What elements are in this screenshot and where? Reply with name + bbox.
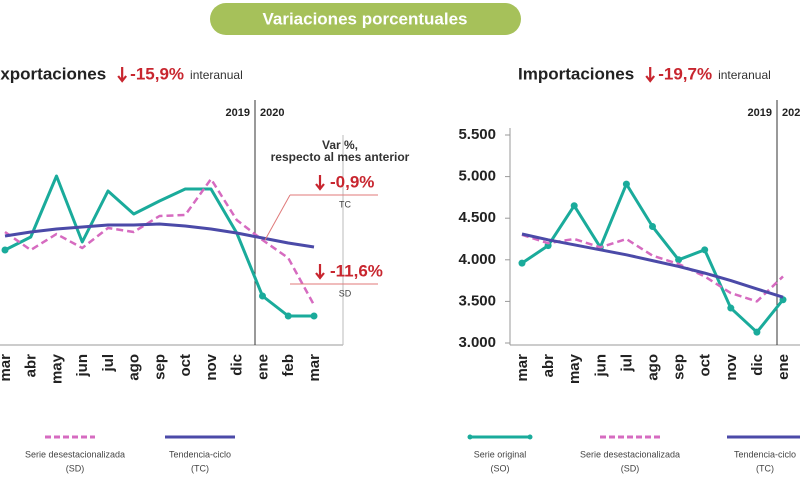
down-arrow [315,175,325,191]
x-tick-label: oct [697,354,714,377]
x-tick-label: mar [514,354,531,382]
series-line [4,222,315,249]
x-tick-label: ene [775,354,792,380]
x-tick-label: may [566,353,583,384]
legend-dot [467,434,473,440]
legend-code: (SD) [621,463,640,473]
annotation-rule [264,194,291,241]
series-line [521,182,785,334]
legend-label: Tendencia-ciclo [734,449,796,459]
series-point [518,259,526,267]
y-tick-label: 3.500 [458,292,496,309]
annotation-series: TC [339,199,351,209]
series-point [675,256,683,264]
year-label: 2020 [260,107,284,119]
x-tick-label: dic [229,354,246,376]
x-tick-label: sep [671,354,688,380]
change-label: -15,9% [130,64,184,83]
x-tick-label: nov [723,353,740,380]
x-tick-label: jun [592,354,609,378]
year-label: 2019 [748,107,772,119]
x-tick-label: mar [0,354,14,382]
note-line: Var %, [322,138,358,152]
legend-code: (SD) [66,463,85,473]
y-tick-label: 4.500 [458,209,496,226]
series-point [701,246,709,254]
x-tick-label: abr [23,354,40,378]
series-line [521,233,784,303]
x-tick-label: nov [203,353,220,380]
year-label: 2020 [782,107,800,119]
x-tick-label: jun [74,354,91,378]
series-point [727,304,735,312]
y-tick-label: 5.000 [458,168,496,185]
series-point [753,328,761,336]
y-tick-label: 5.500 [458,126,496,143]
legend-code: (TC) [191,463,209,473]
year-label: 2019 [226,107,250,119]
banner-title: Variaciones porcentuales [262,9,467,28]
series-line [4,177,316,306]
series-point [284,312,292,320]
series-line [521,232,784,299]
series-point [570,202,578,210]
down-arrow [645,67,656,83]
y-tick-label: 4.000 [458,251,496,268]
x-tick-label: jul [100,354,117,373]
x-tick-label: may [48,353,65,384]
x-tick-label: oct [177,354,194,377]
change-note: interanual [718,68,771,82]
series-point [310,312,318,320]
x-tick-label: ene [254,354,271,380]
legend-code: (TC) [756,463,774,473]
x-tick-label: sep [151,354,168,380]
change-label: -19,7% [658,64,712,83]
annotation-series: SD [339,288,352,298]
legend-label: Serie desestacionalizada [25,449,125,459]
series-line [4,174,314,318]
x-tick-label: abr [540,354,557,378]
down-arrow [117,67,128,83]
legend-dot [527,434,533,440]
annotation-value: -11,6% [330,261,383,280]
series-point [622,180,630,188]
legend-label: Tendencia-ciclo [169,449,231,459]
legend-code: (SO) [491,463,510,473]
x-tick-label: mar [306,354,323,382]
y-tick-label: 3.000 [458,334,496,351]
series-point [259,292,266,300]
down-arrow [315,264,325,280]
x-tick-label: jul [618,354,635,373]
chart-title: Importaciones [518,64,634,83]
note: Var %, respecto al mes anterior [271,138,410,164]
annotation-value: -0,9% [330,172,374,191]
x-tick-label: feb [280,354,297,377]
note-line: respecto al mes anterior [271,150,410,164]
legend-label: Serie desestacionalizada [580,449,680,459]
series-point [649,223,656,231]
change-note: interanual [190,68,243,82]
x-tick-label: ago [126,354,143,381]
x-tick-label: dic [749,354,766,376]
x-tick-label: ago [644,354,661,381]
legend-label: Serie original [474,449,527,459]
banner [210,3,521,35]
series-point [1,246,9,254]
chart-title: Exportaciones [0,64,106,83]
